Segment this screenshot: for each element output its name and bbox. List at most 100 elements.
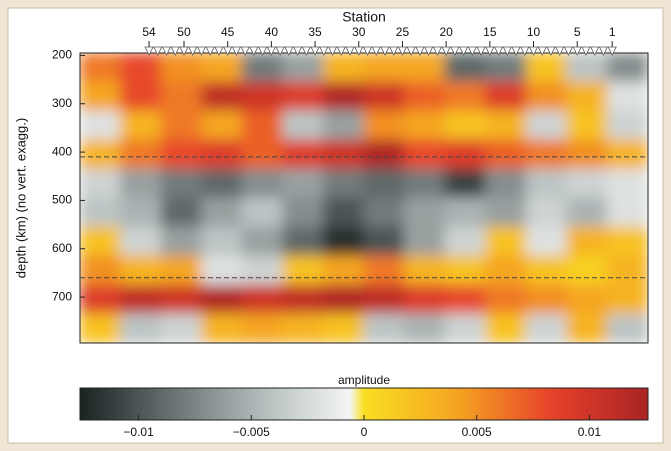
heat-cell (525, 226, 568, 257)
x-tick-label: 15 (483, 25, 497, 39)
heat-cell (444, 53, 487, 83)
heat-cell (444, 110, 487, 141)
x-tick-label: 30 (352, 25, 366, 39)
heat-cell (322, 139, 365, 170)
heat-cell (485, 168, 527, 199)
heat-cell (80, 313, 122, 343)
colorbar-tick-label: −0.01 (123, 425, 154, 439)
heat-cell (201, 110, 243, 141)
station-marker (284, 46, 294, 56)
station-marker (537, 46, 547, 56)
station-marker (240, 46, 250, 56)
heat-cell (322, 110, 365, 141)
heat-cell (485, 139, 527, 170)
heat-cell (404, 226, 446, 257)
heat-cell (525, 284, 568, 315)
heat-cell (485, 226, 527, 257)
heat-cell (485, 197, 527, 228)
heat-cell (282, 255, 324, 286)
heat-cell (80, 110, 122, 141)
heat-cell (525, 81, 568, 112)
heat-cell (282, 168, 324, 199)
heat-cell (282, 139, 324, 170)
x-tick-label: 5 (574, 25, 581, 39)
station-marker (170, 46, 180, 56)
y-axis-label: depth (km) (no vert. exagg.) (13, 118, 28, 278)
station-marker (563, 46, 574, 56)
heat-cell (160, 226, 203, 257)
station-marker (362, 46, 373, 56)
station-marker (231, 46, 242, 56)
station-marker (345, 46, 355, 56)
station-marker (590, 46, 600, 56)
heat-cell (363, 226, 406, 257)
station-marker (275, 46, 285, 56)
station-marker (292, 46, 303, 56)
heat-cell (606, 284, 648, 315)
heat-cell (80, 255, 122, 286)
heat-cell (444, 255, 487, 286)
heat-cell (363, 81, 406, 112)
heat-cell (444, 313, 487, 343)
station-marker (520, 46, 530, 56)
x-tick-label: 35 (308, 25, 322, 39)
station-marker (319, 46, 329, 56)
heat-cell (241, 168, 284, 199)
heat-cell (363, 313, 406, 343)
heat-cell (525, 168, 568, 199)
heat-cell (322, 81, 365, 112)
heat-cell (160, 81, 203, 112)
heat-cell (120, 226, 162, 257)
heat-cell (241, 313, 284, 343)
heat-cell (525, 197, 568, 228)
heat-cell (160, 197, 203, 228)
heat-cell (322, 197, 365, 228)
heat-cell (566, 226, 608, 257)
heat-cell (241, 81, 284, 112)
x-tick-label: 20 (439, 25, 453, 39)
heat-cell (322, 53, 365, 83)
heat-cell (80, 226, 122, 257)
station-marker (546, 46, 556, 56)
y-tick-label: 500 (52, 193, 72, 207)
heat-cell (363, 284, 406, 315)
heat-cell (606, 226, 648, 257)
heat-cell (566, 168, 608, 199)
heat-cell (282, 313, 324, 343)
x-tick-label: 25 (396, 25, 410, 39)
heat-cell (444, 168, 487, 199)
heat-cell (241, 110, 284, 141)
heat-cell (404, 197, 446, 228)
heat-cell (282, 197, 324, 228)
station-marker (389, 46, 399, 56)
heat-cell (606, 168, 648, 199)
x-tick-label: 1 (609, 25, 616, 39)
y-tick-label: 700 (52, 289, 72, 303)
station-marker (188, 46, 198, 56)
heat-cell (80, 197, 122, 228)
heat-cell (241, 226, 284, 257)
heat-cell (80, 53, 122, 83)
heat-cell (363, 110, 406, 141)
colorbar-tick-label: −0.005 (233, 425, 270, 439)
heat-cell (160, 313, 203, 343)
station-marker (467, 46, 478, 56)
cells (80, 53, 648, 343)
station-marker (450, 46, 460, 56)
heat-cell (322, 284, 365, 315)
y-tick-label: 400 (52, 144, 72, 158)
station-marker (598, 46, 609, 56)
station-marker (502, 46, 512, 56)
heat-cell (201, 53, 243, 83)
heat-cell (120, 255, 162, 286)
heat-cell (120, 110, 162, 141)
heat-cell (160, 139, 203, 170)
heat-cell (120, 139, 162, 170)
heat-cell (160, 168, 203, 199)
heat-cell (566, 110, 608, 141)
heat-cell (485, 284, 527, 315)
heat-cell (606, 110, 648, 141)
heat-cell (485, 255, 527, 286)
heat-cell (566, 139, 608, 170)
heat-cell (485, 110, 527, 141)
